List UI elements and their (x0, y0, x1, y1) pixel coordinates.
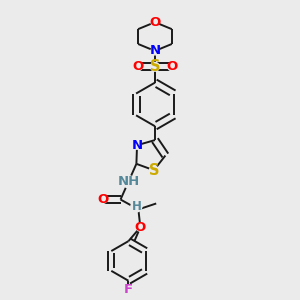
Text: H: H (131, 200, 141, 213)
Circle shape (124, 286, 132, 294)
Circle shape (151, 62, 159, 71)
Circle shape (136, 223, 144, 231)
Text: O: O (149, 16, 161, 29)
Circle shape (168, 63, 176, 71)
Circle shape (99, 196, 107, 203)
Text: O: O (166, 60, 177, 73)
Text: N: N (131, 139, 142, 152)
Circle shape (149, 166, 158, 175)
Circle shape (151, 18, 159, 26)
Text: F: F (124, 283, 133, 296)
Circle shape (131, 201, 142, 212)
Circle shape (151, 47, 159, 55)
Circle shape (122, 176, 135, 188)
Text: NH: NH (117, 175, 140, 188)
Text: S: S (150, 59, 160, 74)
Text: O: O (135, 221, 146, 234)
Text: S: S (149, 163, 159, 178)
Text: O: O (97, 193, 108, 206)
Circle shape (134, 63, 142, 71)
Text: N: N (149, 44, 161, 57)
Text: O: O (133, 60, 144, 73)
Circle shape (133, 141, 141, 149)
